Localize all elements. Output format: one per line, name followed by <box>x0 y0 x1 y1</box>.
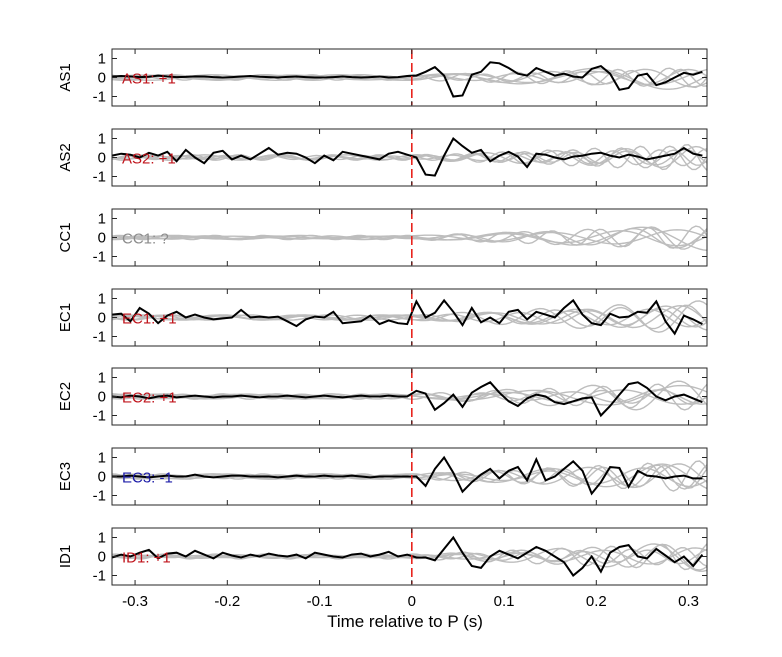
waveform-trace <box>112 455 703 496</box>
panel-id1: -1 0 1 ID1 ID1: +1 <box>57 527 708 586</box>
x-tick-label: -0.2 <box>214 593 240 610</box>
y-tick-label: 0 <box>98 70 106 87</box>
y-tick-label: 1 <box>98 291 106 308</box>
y-tick-label: 0 <box>98 150 106 167</box>
polarity-annotation: ID1: +1 <box>122 550 171 567</box>
y-tick-label: 0 <box>98 469 106 486</box>
background-trace <box>111 308 708 328</box>
y-tick-label: -1 <box>93 488 106 505</box>
y-axis-label: EC2 <box>57 382 74 411</box>
waveform-trace <box>111 61 703 98</box>
y-tick-label: 0 <box>98 389 106 406</box>
y-tick-label: 1 <box>98 211 106 228</box>
background-trace <box>111 463 708 489</box>
polarity-annotation: EC2: +1 <box>122 390 177 407</box>
x-tick-label: -0.1 <box>307 593 333 610</box>
background-trace <box>111 230 708 247</box>
x-tick-label: 0 <box>408 593 416 610</box>
polarity-annotation: EC1: +1 <box>122 311 177 328</box>
background-trace <box>111 226 708 251</box>
x-tick-label: 0.1 <box>494 593 515 610</box>
y-tick-label: -1 <box>93 169 106 186</box>
y-tick-label: -1 <box>93 249 106 266</box>
waveform-trace <box>111 136 703 177</box>
y-tick-label: 0 <box>98 230 106 247</box>
y-axis-label: AS2 <box>57 143 74 171</box>
x-tick-label: 0.2 <box>586 593 607 610</box>
background-trace <box>111 68 708 88</box>
panel-as2: -1 0 1 AS2 AS2: +1 <box>57 128 708 187</box>
y-axis-label: CC1 <box>57 222 74 252</box>
waveform-trace <box>111 381 703 418</box>
panel-ec1: -1 0 1 EC1 EC1: +1 <box>57 288 708 347</box>
y-axis-label: EC3 <box>57 462 74 491</box>
y-axis-label: ID1 <box>57 545 74 568</box>
y-tick-label: 1 <box>98 370 106 387</box>
polarity-annotation: AS1: +1 <box>122 71 176 88</box>
y-axis-label: AS1 <box>57 63 74 91</box>
y-tick-label: 1 <box>98 51 106 68</box>
y-tick-label: 1 <box>98 131 106 148</box>
y-tick-label: -1 <box>93 329 106 346</box>
polarity-annotation: CC1: ? <box>122 231 169 248</box>
panel-cc1: -1 0 1 CC1 CC1: ? <box>57 208 708 267</box>
waveform-trace <box>111 535 704 577</box>
y-tick-label: -1 <box>93 408 106 425</box>
y-tick-label: 1 <box>98 450 106 467</box>
y-tick-label: 0 <box>98 549 106 566</box>
y-tick-label: -1 <box>93 568 106 585</box>
polarity-annotation: AS2: +1 <box>122 151 176 168</box>
waveform-trace <box>111 298 703 336</box>
panel-as1: -1 0 1 AS1 AS1: +1 <box>57 48 708 107</box>
x-tick-label: 0.3 <box>678 593 699 610</box>
y-tick-label: -1 <box>93 89 106 106</box>
x-tick-label: -0.3 <box>122 593 148 610</box>
polarity-annotation: EC3: -1 <box>122 470 173 487</box>
y-tick-label: 1 <box>98 530 106 547</box>
panel-ec3: -1 0 1 EC3 EC3: -1 <box>57 447 708 506</box>
background-trace <box>111 548 708 565</box>
y-tick-label: 0 <box>98 310 106 327</box>
x-axis-title: Time relative to P (s) <box>327 612 483 631</box>
y-axis-label: EC1 <box>57 303 74 332</box>
panel-ec2: -1 0 1 EC2 EC2: +1 <box>57 367 708 426</box>
